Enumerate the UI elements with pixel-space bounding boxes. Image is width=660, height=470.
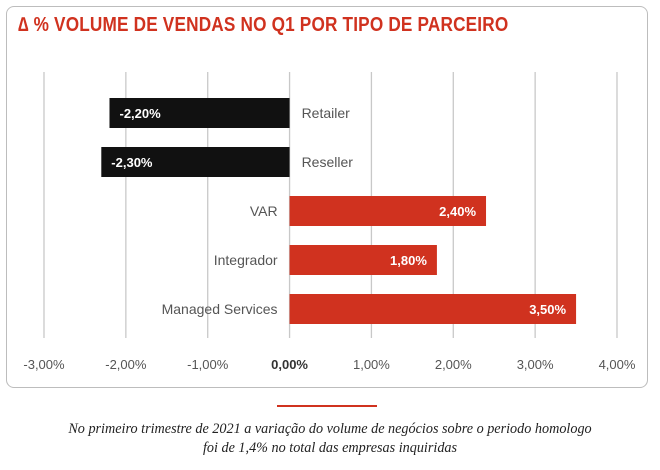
caption-line-2: foi de 1,4% no total das empresas inquir… xyxy=(202,440,458,456)
category-label: Reseller xyxy=(302,154,354,170)
bar-reseller xyxy=(101,147,290,177)
bar-value-labels: -2,20% -2,30% 2,40% 1,80% 3,50% xyxy=(111,106,566,317)
bar-integrador xyxy=(289,245,437,275)
bar-retailer xyxy=(109,98,290,128)
x-tick-label: 3,00% xyxy=(517,357,554,372)
bar-value-label: 1,80% xyxy=(390,253,427,268)
bar-var xyxy=(289,196,487,226)
category-labels: Retailer Reseller VAR Integrador Managed Ser… xyxy=(162,105,354,317)
grid-lines xyxy=(43,72,618,338)
x-tick-label: -3,00% xyxy=(23,357,65,372)
bar-managed-services xyxy=(289,294,577,324)
bar-value-label: 3,50% xyxy=(529,302,566,317)
x-tick-label: 0,00% xyxy=(271,357,308,372)
x-axis-tick-labels: -3,00% -2,00% -1,00% 0,00% 1,00% 2,00% 3,00% 4,… xyxy=(23,357,635,372)
category-label: Retailer xyxy=(302,105,351,121)
bar-value-label: -2,20% xyxy=(119,106,161,121)
x-tick-label: 4,00% xyxy=(599,357,636,372)
x-tick-label: 1,00% xyxy=(353,357,390,372)
caption-line-1: No primeiro trimestre de 2021 a variação… xyxy=(68,421,592,437)
bar-chart: -2,20% -2,30% 2,40% 1,80% 3,50% Retailer Rese… xyxy=(23,72,636,372)
chart-title: ∆ % VOLUME DE VENDAS NO Q1 POR TIPO DE P… xyxy=(18,14,509,36)
category-label: Managed Services xyxy=(162,301,278,317)
category-label: VAR xyxy=(250,203,278,219)
bars xyxy=(101,98,577,324)
category-label: Integrador xyxy=(214,252,278,268)
x-tick-label: -1,00% xyxy=(187,357,229,372)
bar-value-label: -2,30% xyxy=(111,155,153,170)
caption-divider xyxy=(277,405,377,407)
chart-caption: No primeiro trimestre de 2021 a variação… xyxy=(0,420,660,458)
x-tick-label: 2,00% xyxy=(435,357,472,372)
bar-value-label: 2,40% xyxy=(439,204,476,219)
x-tick-label: -2,00% xyxy=(105,357,147,372)
